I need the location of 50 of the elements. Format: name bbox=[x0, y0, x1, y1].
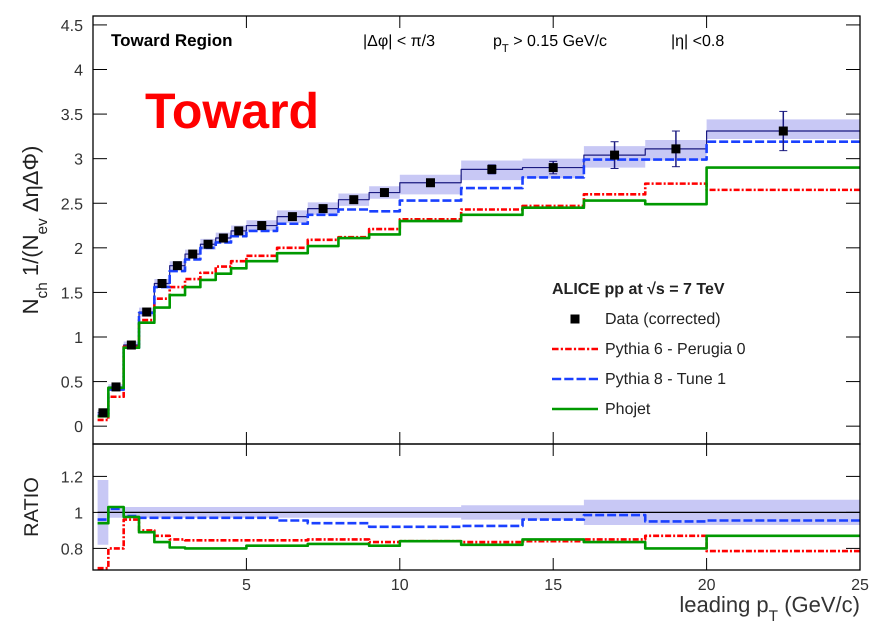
y-tick-label: 1 bbox=[74, 505, 84, 522]
point bbox=[288, 212, 297, 222]
y-tick-label: 0 bbox=[74, 419, 84, 436]
point bbox=[218, 234, 228, 243]
legend-label: Phojet bbox=[605, 401, 651, 418]
x-axis-title: leading p$_{T}$ (GeV/c) bbox=[679, 592, 860, 624]
point bbox=[172, 261, 182, 270]
point bbox=[349, 195, 358, 204]
point bbox=[318, 204, 328, 214]
point bbox=[380, 188, 389, 198]
annotation: p$_{T}$ > 0.15 GeV/c bbox=[493, 33, 608, 55]
point bbox=[548, 163, 558, 172]
x-tick-label: 10 bbox=[390, 577, 409, 594]
point bbox=[112, 382, 121, 392]
point bbox=[188, 250, 198, 259]
annotation: Toward Region bbox=[111, 31, 233, 50]
x-tick-label: 20 bbox=[698, 577, 716, 594]
point bbox=[234, 226, 244, 236]
point bbox=[142, 308, 152, 317]
point bbox=[158, 279, 167, 288]
point bbox=[778, 126, 788, 136]
legend-title: ALICE pp at √s = 7 TeV bbox=[552, 281, 725, 298]
y-axis-title: RATIO bbox=[21, 477, 43, 537]
y-tick-label: 0.8 bbox=[60, 541, 84, 558]
point bbox=[204, 240, 213, 249]
y-tick-label: 3 bbox=[74, 152, 84, 169]
x-tick-label: 15 bbox=[544, 577, 562, 594]
y-tick-label: 1 bbox=[74, 330, 84, 347]
point bbox=[426, 178, 435, 188]
annotation: |Δφ| < π/3 bbox=[363, 33, 436, 50]
point bbox=[610, 150, 620, 160]
point bbox=[98, 408, 108, 418]
legend-label: Data (corrected) bbox=[605, 311, 721, 328]
y-tick-label: 4.5 bbox=[60, 18, 84, 35]
legend-label: Pythia 8 - Tune 1 bbox=[605, 371, 726, 388]
y-tick-label: 0.5 bbox=[60, 374, 84, 392]
y-tick-label: 1.2 bbox=[60, 469, 84, 486]
point bbox=[257, 221, 266, 230]
annotation: Toward bbox=[145, 83, 320, 139]
annotation: |η| <0.8 bbox=[671, 33, 724, 50]
y-tick-label: 1.5 bbox=[60, 285, 84, 302]
y-tick-label: 2.5 bbox=[60, 196, 84, 214]
point bbox=[671, 144, 680, 154]
x-tick-label: 25 bbox=[851, 577, 869, 594]
x-tick-label: 5 bbox=[242, 577, 251, 594]
y-tick-label: 2 bbox=[74, 240, 84, 258]
y-tick-label: 3.5 bbox=[60, 107, 84, 124]
y-tick-label: 4 bbox=[74, 62, 84, 80]
legend-label: Pythia 6 - Perugia 0 bbox=[605, 341, 746, 358]
point bbox=[126, 340, 136, 350]
